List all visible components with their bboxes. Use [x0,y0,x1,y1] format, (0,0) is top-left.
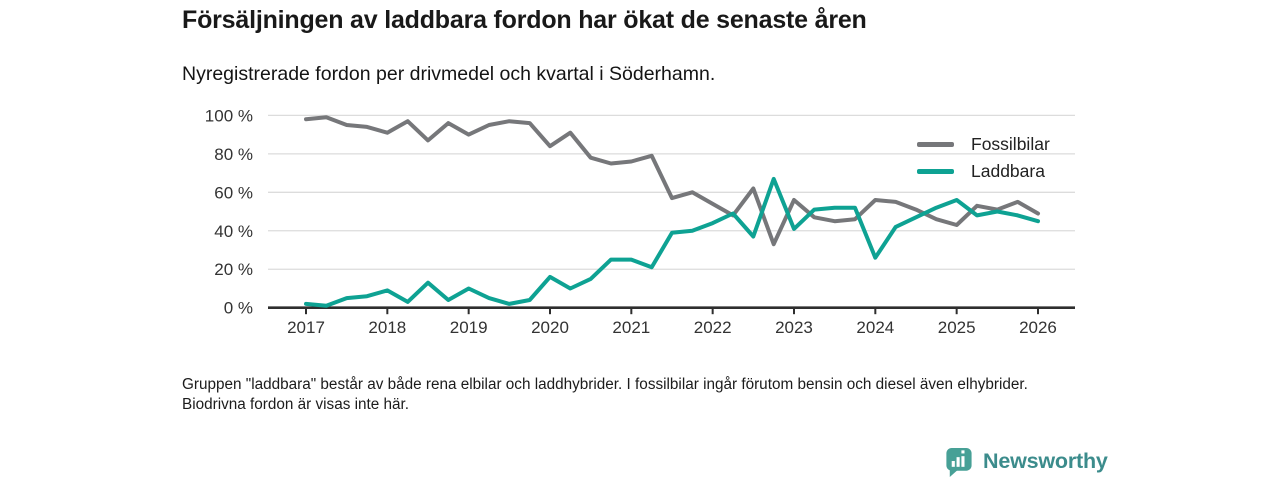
line-chart: 0 % 20 % 40 % 60 % 80 % 100 % 2017 2018 2019 2020… [205,106,1075,337]
y-axis-label: 40 % [214,222,253,241]
legend-item-fossilbilar: Fossilbilar [917,131,1050,158]
x-axis-label: 2023 [775,318,813,337]
x-axis-label: 2026 [1019,318,1057,337]
page-title: Försäljningen av laddbara fordon har öka… [182,6,867,34]
x-axis-label: 2021 [612,318,650,337]
newsworthy-logo: Newsworthy [943,445,1108,478]
y-axis-label: 20 % [214,260,253,279]
bar-chart-bubble-icon [946,447,972,477]
y-axis-label: 0 % [224,299,253,318]
laddbara-line-swatch [917,169,954,174]
legend-label-fossilbilar: Fossilbilar [971,134,1050,154]
x-axis-label: 2025 [938,318,976,337]
laddbara-line [304,176,1040,308]
fossilbilar-line-swatch [917,142,954,147]
logo-text: Newsworthy [983,449,1108,473]
x-axis-label: 2024 [856,318,894,337]
chart-subtitle: Nyregistrerade fordon per drivmedel och … [182,63,716,85]
x-axis-label: 2022 [694,318,732,337]
y-axis-label: 100 % [205,106,253,125]
x-axis-label: 2019 [450,318,488,337]
y-axis-label: 60 % [214,183,253,202]
footnote: Gruppen "laddbara" består av både rena e… [182,376,1028,414]
legend: Fossilbilar Laddbara [917,131,1050,185]
legend-label-laddbara: Laddbara [971,161,1045,181]
x-axis-label: 2017 [287,318,325,337]
fossilbilar-line [304,115,1040,247]
x-axis-label: 2020 [531,318,569,337]
legend-item-laddbara: Laddbara [917,158,1050,185]
y-axis-label: 80 % [214,145,253,164]
x-axis-label: 2018 [368,318,406,337]
